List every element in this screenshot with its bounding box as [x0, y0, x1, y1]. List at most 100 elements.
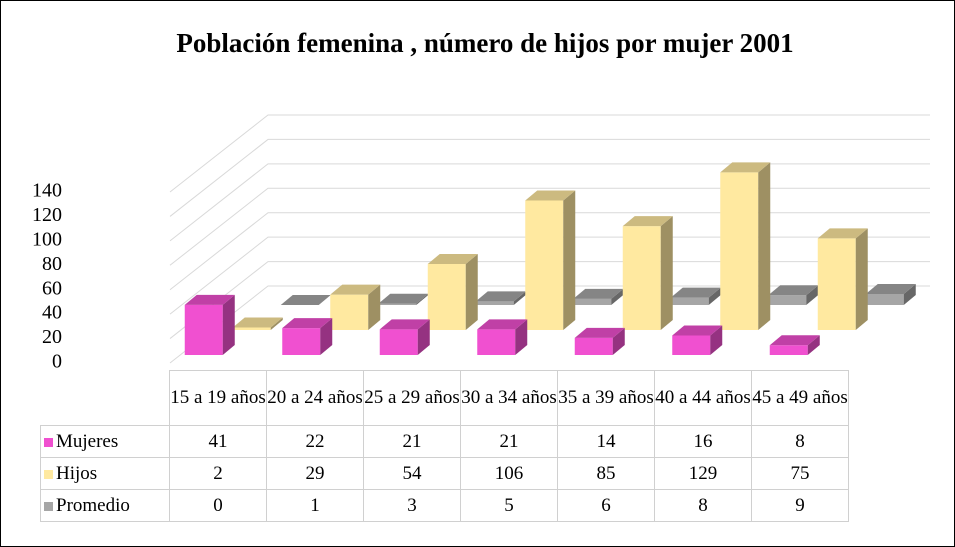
bar-face [525, 200, 564, 330]
bar [232, 317, 283, 330]
bar-face [563, 190, 576, 330]
bar-face [379, 319, 430, 330]
bar-face [768, 285, 819, 296]
bar [427, 254, 478, 330]
table-value: 21 [460, 425, 558, 458]
bar-face [427, 254, 478, 265]
grid-line [169, 212, 930, 291]
bar-face [622, 226, 661, 330]
table-value: 0 [169, 489, 267, 522]
bar-face [660, 216, 673, 330]
bar-face [670, 297, 709, 305]
legend-entry: Promedio [40, 489, 170, 522]
bar [865, 284, 916, 305]
bar-face [817, 228, 868, 239]
x-tick-label: 40 a 44 años [654, 370, 752, 426]
bar [573, 288, 624, 305]
bar-face [416, 293, 429, 305]
bar-face [465, 254, 478, 330]
bar-face [817, 238, 856, 330]
legend-label: Mujeres [56, 430, 119, 452]
table-corner [40, 370, 170, 426]
y-tick-label: 20 [42, 326, 62, 348]
table-value: 5 [460, 489, 558, 522]
bar-face [320, 318, 333, 355]
bar-face [573, 288, 624, 299]
table-value: 21 [363, 425, 461, 458]
bar-face [708, 287, 721, 305]
bar-face [477, 319, 528, 330]
bar-face [525, 190, 576, 201]
table-value: 75 [751, 457, 849, 490]
bar-face [270, 317, 283, 330]
table-value: 2 [169, 457, 267, 490]
y-tick-label: 80 [42, 253, 62, 275]
bar-face [573, 298, 612, 305]
bar-face [903, 284, 916, 305]
legend-key [44, 501, 53, 511]
bar-face [865, 284, 916, 295]
legend-key [44, 437, 53, 447]
y-tick-label: 0 [52, 351, 62, 373]
bar [475, 291, 526, 305]
table-row: Mujeres 41 22 21 21 14 16 8 [40, 425, 849, 458]
bar [282, 318, 333, 355]
bar-face [710, 325, 723, 355]
bar-face [513, 291, 526, 305]
table-value: 9 [751, 489, 849, 522]
x-tick-label: 25 a 29 años [363, 370, 461, 426]
bar-face [280, 295, 331, 305]
bar-face [720, 172, 759, 330]
bar-face [379, 329, 418, 355]
bar-face [758, 162, 771, 330]
bar-face [475, 291, 526, 302]
bar-face [612, 327, 625, 355]
x-tick-label: 20 a 24 años [266, 370, 364, 426]
bar-face [769, 335, 820, 346]
bar-face [378, 293, 429, 304]
y-tick-label: 140 [32, 180, 62, 202]
table-value: 1 [266, 489, 364, 522]
table-value: 16 [654, 425, 752, 458]
bar-face [232, 327, 271, 330]
table-row: Promedio 0 1 3 5 6 8 9 [40, 489, 849, 522]
bar-face [865, 294, 904, 305]
table-value: 8 [654, 489, 752, 522]
bar [330, 284, 381, 330]
bar-face [672, 335, 711, 355]
grid-line [169, 138, 930, 217]
bar-face [184, 304, 223, 355]
bar-face [806, 285, 819, 305]
bar-face [855, 228, 868, 330]
x-tick-label: 15 a 19 años [169, 370, 267, 426]
legend-entry: Hijos [40, 457, 170, 490]
bar-face [330, 284, 381, 295]
bar [378, 293, 429, 305]
bar [184, 294, 235, 355]
bar-face [427, 264, 466, 330]
table-value: 41 [169, 425, 267, 458]
bar [379, 319, 430, 355]
bar-face [807, 335, 820, 355]
bar-face [574, 327, 625, 338]
bar-face [720, 162, 771, 173]
bar-face [475, 301, 514, 305]
bar-face [330, 294, 369, 330]
bar [525, 190, 576, 330]
bar [670, 287, 721, 305]
y-tick-label: 60 [42, 277, 62, 299]
y-tick-label: 40 [42, 302, 62, 324]
table-value: 106 [460, 457, 558, 490]
bar-face [184, 294, 235, 305]
table-value: 129 [654, 457, 752, 490]
legend-label: Promedio [56, 494, 130, 516]
legend-key [44, 469, 53, 479]
grid-line [169, 163, 930, 242]
bar-face [378, 303, 417, 305]
bar [817, 228, 868, 330]
table-header: 15 a 19 años 20 a 24 años 25 a 29 años 30 a… [40, 370, 849, 426]
bar [280, 295, 331, 305]
bar-face [672, 325, 723, 336]
table-value: 6 [557, 489, 655, 522]
